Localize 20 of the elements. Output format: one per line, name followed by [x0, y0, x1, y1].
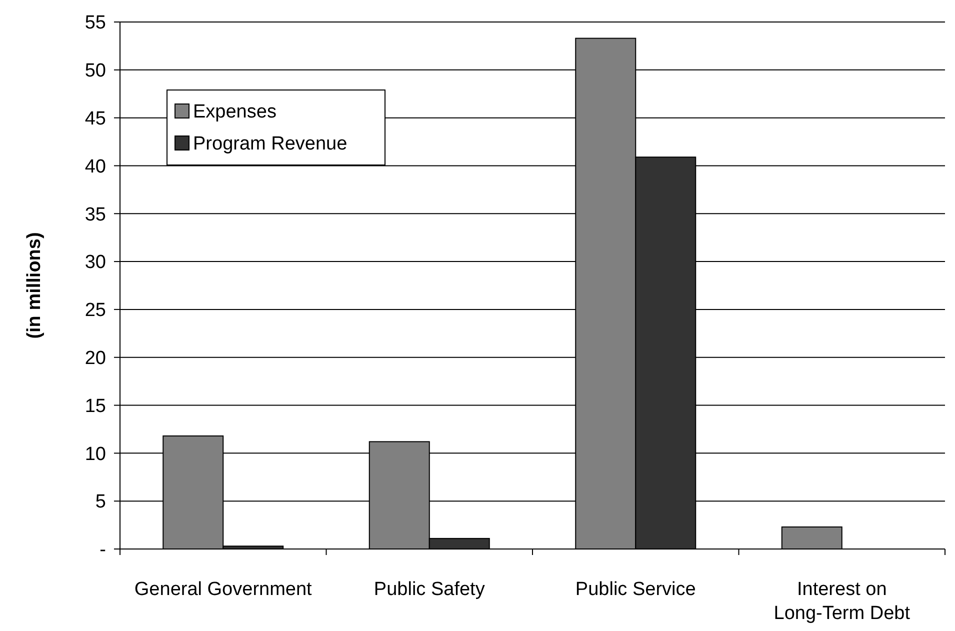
y-tick-label: 30 [84, 252, 106, 274]
y-tick-label: 25 [84, 300, 106, 322]
bar [781, 526, 842, 550]
y-tick-label: 40 [84, 156, 106, 178]
legend-label: Program Revenue [193, 134, 348, 155]
y-tick-label: 35 [84, 204, 106, 226]
y-tick-label: 20 [84, 348, 106, 370]
x-tick-label: Public Service [575, 579, 696, 600]
y-tick-label: - [100, 540, 106, 561]
y-tick-label: 45 [84, 108, 106, 130]
x-tick-label: Public Safety [374, 579, 486, 600]
y-tick-label: 15 [84, 396, 106, 417]
y-tick-label: 10 [84, 444, 106, 465]
legend-label: Expenses [193, 102, 276, 123]
y-axis-title: (in millions) [24, 232, 45, 339]
x-tick-label: Interest on Long-Term Debt [774, 579, 911, 624]
y-tick-label: 5 [95, 492, 106, 513]
x-tick-label: General Government [134, 579, 313, 600]
y-tick-label: 55 [84, 12, 106, 34]
y-tick-label: 50 [84, 60, 106, 82]
